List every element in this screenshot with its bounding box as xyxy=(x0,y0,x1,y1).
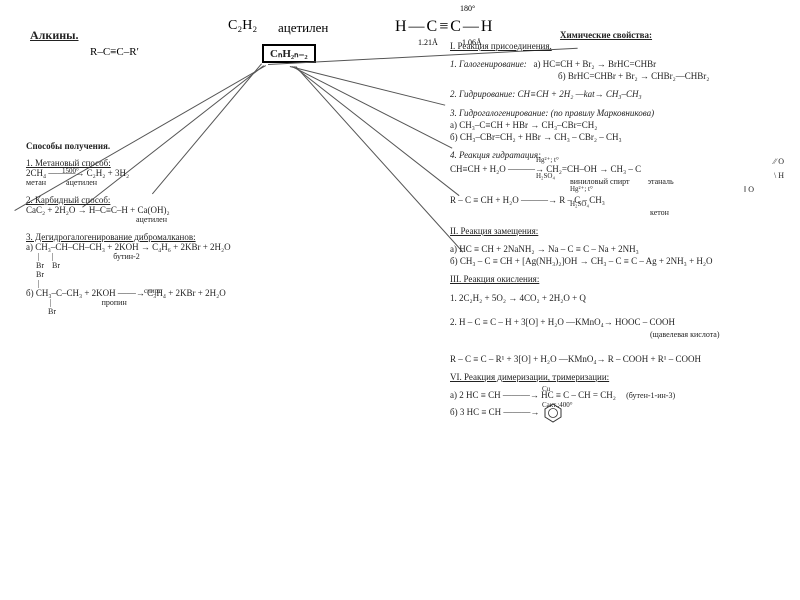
substitution-b: б) CH₃ – C ≡ CH + [Ag(NH₃)₂]OH → CH₃ – C… xyxy=(450,256,713,266)
hydration-cond3: Hg²⁺; t° xyxy=(570,185,593,194)
oxidation-2-label: (щавелевая кислота) xyxy=(650,330,720,339)
oxidation-3: R – C ≡ C – R¹ + 3[O] + H₂O —KMnO₄→ R – … xyxy=(450,354,701,364)
method-3b: б) CH₃–C–CH₃ + 2KOH ——→ C₃H₄ + 2KBr + 2H… xyxy=(26,288,346,298)
method-2-eq: CaC₂ + 2H₂O → H–C≡C–H + Ca(OH)₂ xyxy=(26,205,346,215)
halogenation-a: а) HC≡CH + Br₂ → BrHC=CHBr xyxy=(533,59,656,69)
method-3a-sub: Br xyxy=(26,270,346,279)
section-2: II. Реакция замещения: xyxy=(450,225,790,237)
method-1-label-a: метан xyxy=(26,178,46,187)
method-2-title: 2. Карбидный способ: xyxy=(26,195,346,205)
right-heading: Химические свойства: xyxy=(560,30,790,40)
hand-name: ацетилен xyxy=(278,20,328,36)
halogenation-b: б) BrHC=CHBr + Br₂ → CHBr₂—CHBr₂ xyxy=(558,71,709,81)
hydration-cond1: Hg²⁺; t° xyxy=(536,156,559,165)
hydration-cond2: H₂SO₄ xyxy=(536,172,555,181)
section-4: VI. Реакция димеризации, тримеризации: xyxy=(450,371,790,383)
trimer-cond: Cакт.;400° xyxy=(542,401,573,410)
hydration-lab3: кетон xyxy=(650,208,669,217)
method-3a-sub: | xyxy=(26,279,346,288)
method-3a-sub: Br Br xyxy=(26,261,346,270)
trimerization: б) 3 HC ≡ CH ———→ xyxy=(450,407,539,417)
halogenation-title: 1. Галогенирование: xyxy=(450,59,527,69)
bond-angle: 180° xyxy=(460,4,475,13)
dimer-cond: Cu xyxy=(542,385,550,394)
hydrohalogenation-a: а) CH₃–C≡CH + HBr → CH₃–CBr=CH₂ xyxy=(450,120,597,130)
ketone-o: ‖ O xyxy=(744,185,754,196)
dimer-label: (бутен-1-ин-3) xyxy=(626,391,675,400)
connector-line xyxy=(292,66,453,149)
bond-length-a: 1.21Å xyxy=(418,38,438,47)
aldehyde-o: ⁄⁄ O xyxy=(774,157,784,168)
hydrohalogenation-title: 3. Гидрогалогенирование: (по правилу Мар… xyxy=(450,108,654,118)
hydrohalogenation-b: б) CH₃–CBr=CH₂ + HBr → CH₃ – CBr₂ – CH₃ xyxy=(450,132,622,142)
section-1: I. Реакция присоединения. xyxy=(450,40,790,52)
method-3-title: 3. Дегидрогалогенирование дибромалканов: xyxy=(26,232,346,242)
chemical-properties: Химические свойства: I. Реакция присоеди… xyxy=(450,30,790,430)
hydration-title: 4. Реакция гидратация: xyxy=(450,150,541,160)
method-3b-sub: | пропин xyxy=(26,298,346,307)
aldehyde-h: \ H xyxy=(774,171,784,182)
hydrogenation: 2. Гидрирование: CH≡CH + 2H₂ —kat→ CH₃–C… xyxy=(450,88,790,100)
method-2-label: ацетилен xyxy=(26,215,346,224)
oxidation-1: 1. 2C₂H₂ + 5O₂ → 4CO₂ + 2H₂O + Q xyxy=(450,293,586,303)
method-3a: а) CH₃–CH–CH–CH₃ + 2KOH → C₄H₆ + 2KBr + … xyxy=(26,242,346,252)
dimerization: а) 2 HC ≡ CH ———→ HC ≡ C – CH = CH₂ xyxy=(450,390,616,400)
section-3: III. Реакция окисления: xyxy=(450,273,790,285)
method-1-cond: 1500° xyxy=(62,167,79,175)
left-heading: Способы получения. xyxy=(26,140,346,152)
hydration-lab2: этаналь xyxy=(648,177,674,186)
generic-structure: R–C≡C–R′ xyxy=(90,46,139,58)
method-3b-sub: Br xyxy=(26,307,346,316)
hydration-cond4: H₂SO₄ xyxy=(570,200,589,209)
oxidation-2: 2. H – C ≡ C – H + 3[O] + H₂O —KMnO₄→ HO… xyxy=(450,317,675,327)
hand-formula: C₂H₂ xyxy=(228,18,257,34)
substitution-a: а) HC ≡ CH + 2NaNH₂ → Na – C ≡ C – Na + … xyxy=(450,244,639,254)
method-3b-cond: спирт xyxy=(144,287,161,295)
page-title: Алкины. xyxy=(30,28,79,42)
method-3a-sub: | | бутин-2 xyxy=(26,252,346,261)
method-1-label-b: ацетилен xyxy=(66,178,97,187)
preparation-methods: Способы получения. 1. Метановый способ: … xyxy=(26,140,346,324)
general-formula-box: CₙH₂ₙ₋₂ xyxy=(262,44,316,63)
